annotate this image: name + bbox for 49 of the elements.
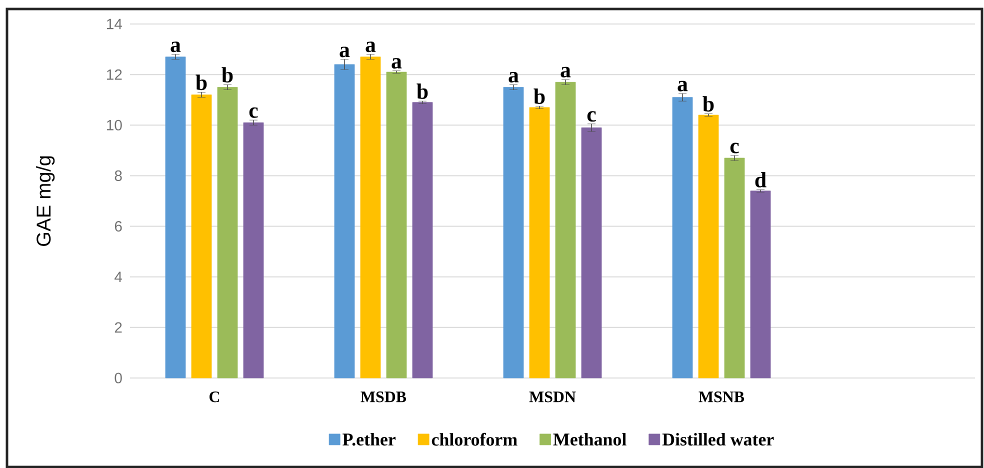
y-tick-label: 8 (114, 170, 122, 181)
annotation: a (678, 80, 688, 92)
annotation: c (730, 142, 739, 154)
annotation: c (587, 111, 596, 122)
y-tick-label: 0 (114, 372, 122, 384)
bar (672, 97, 693, 378)
x-tick-label: MSNB (698, 392, 744, 402)
legend-label: Methanol (553, 432, 626, 446)
bar (503, 87, 524, 378)
legend-label: P.ether (342, 432, 396, 446)
bar (555, 82, 576, 378)
annotation: a (170, 42, 181, 52)
bar (243, 122, 264, 378)
annotation: a (560, 66, 571, 78)
annotation: a (366, 42, 376, 52)
legend-label: chloroform (432, 432, 518, 446)
annotation: a (508, 72, 519, 82)
y-tick-label: 2 (114, 322, 122, 333)
annotation: b (196, 74, 207, 90)
annotation: d (755, 172, 766, 188)
bar (386, 72, 407, 378)
x-tick-label: C (210, 392, 220, 402)
annotation: a (392, 58, 402, 69)
annotation: b (702, 96, 714, 112)
y-tick-label: 4 (114, 272, 122, 282)
bar (334, 64, 355, 378)
bar (360, 56, 381, 378)
y-tick-label: 6 (114, 220, 122, 232)
annotation: b (534, 88, 545, 104)
bar (412, 102, 433, 378)
x-tick-label: MSDN (529, 392, 576, 402)
bar (698, 114, 719, 378)
bar (529, 107, 550, 378)
y-axis-title: GAE mg/g (36, 156, 55, 246)
bar (581, 127, 602, 378)
y-tick-label: 14 (107, 18, 122, 30)
bar (750, 190, 771, 378)
annotation: a (340, 46, 350, 58)
y-tick-label: 12 (107, 69, 122, 80)
annotation: b (222, 67, 233, 82)
bar (191, 94, 212, 378)
bar (217, 87, 238, 378)
bar (724, 158, 745, 378)
y-tick-label: 10 (107, 120, 122, 130)
annotation: b (416, 84, 428, 99)
bar (165, 56, 186, 378)
annotation: c (249, 107, 258, 118)
x-tick-label: MSDB (360, 392, 406, 402)
legend-label: Distilled water (662, 432, 774, 446)
